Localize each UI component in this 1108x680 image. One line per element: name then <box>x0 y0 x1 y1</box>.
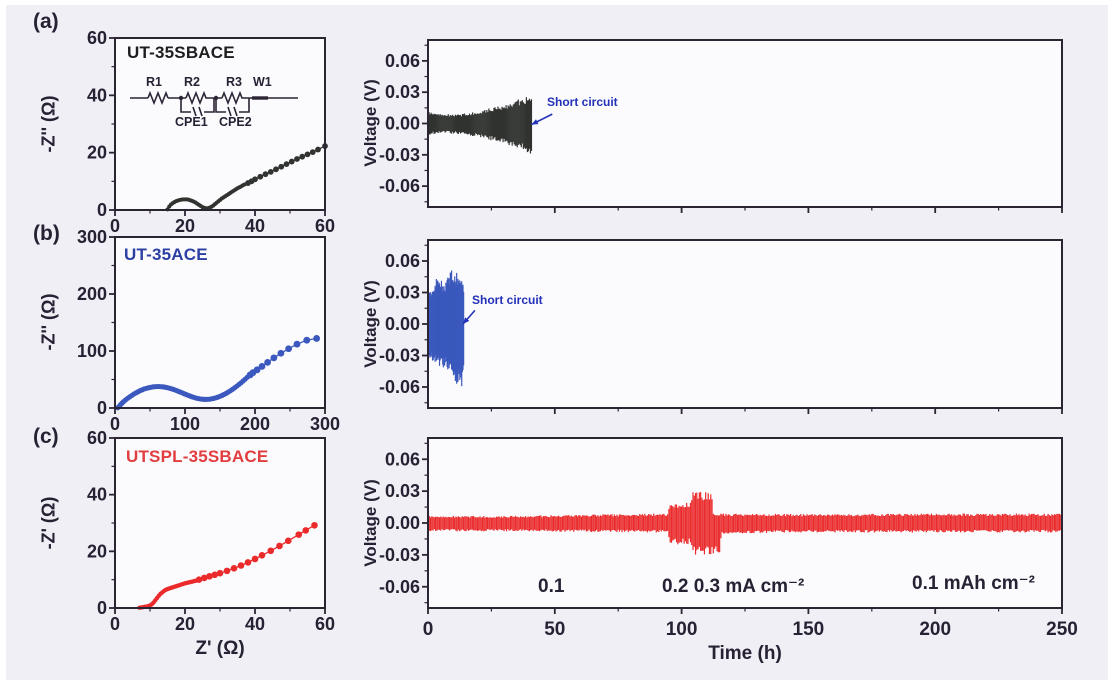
svg-text:20: 20 <box>87 143 107 163</box>
y-axis-label-nyquist-a: -Z'' (Ω) <box>38 95 59 153</box>
svg-text:60: 60 <box>315 216 335 236</box>
nyquist-plot-c: 0 20 40 60 0 20 40 60 <box>87 428 335 634</box>
svg-text:0: 0 <box>110 216 120 236</box>
svg-text:0.03: 0.03 <box>385 481 420 501</box>
svg-text:40: 40 <box>87 485 107 505</box>
voltage-plot-a: 0.06 0.03 0.00 -0.03 -0.06 <box>379 39 1063 213</box>
x-axis-label-time: Time (h) <box>708 643 782 664</box>
plot-title-b: UT-35ACE <box>124 245 208 264</box>
svg-text:60: 60 <box>87 428 107 448</box>
resistor-r3 <box>221 90 244 106</box>
x-axis-label-impedance: Z' (Ω) <box>195 638 245 659</box>
svg-text:-0.03: -0.03 <box>379 346 420 366</box>
svg-text:0.06: 0.06 <box>385 51 420 71</box>
plot-title-a: UT-35SBACE <box>127 43 235 62</box>
svg-text:0: 0 <box>110 614 120 634</box>
cpe2-branch <box>215 98 250 113</box>
svg-text:300: 300 <box>310 414 340 434</box>
nyquist-plot-a: 0 20 40 60 0 20 40 60 <box>87 28 335 236</box>
page-edge-left <box>0 0 6 680</box>
svg-text:0.03: 0.03 <box>385 82 420 102</box>
svg-text:150: 150 <box>793 619 825 640</box>
circuit-label-w1: W1 <box>253 75 272 89</box>
svg-text:0: 0 <box>423 619 434 640</box>
svg-text:-0.06: -0.06 <box>379 176 420 196</box>
svg-text:20: 20 <box>175 614 195 634</box>
circuit-label-r1: R1 <box>146 75 162 89</box>
circuit-label-r3: R3 <box>226 75 242 89</box>
y-axis-label-voltage-a: Voltage (V) <box>361 79 381 167</box>
svg-text:0.06: 0.06 <box>385 251 420 271</box>
svg-text:100: 100 <box>666 619 698 640</box>
svg-text:0: 0 <box>97 598 107 618</box>
panel-label-b: (b) <box>33 222 60 245</box>
svg-text:300: 300 <box>77 227 107 247</box>
svg-text:100: 100 <box>170 414 200 434</box>
panel-label-a: (a) <box>33 10 59 33</box>
circuit-label-cpe1: CPE1 <box>175 115 208 129</box>
svg-text:-0.06: -0.06 <box>379 377 420 397</box>
svg-text:0: 0 <box>110 414 120 434</box>
svg-text:200: 200 <box>919 619 951 640</box>
svg-text:40: 40 <box>87 85 107 105</box>
circuit-node <box>213 95 219 101</box>
svg-text:0.00: 0.00 <box>385 114 420 134</box>
y-axis-label-voltage-b: Voltage (V) <box>361 280 381 368</box>
equivalent-circuit-diagram <box>130 90 298 117</box>
y-axis-label-nyquist-c: -Z' (Ω) <box>38 496 59 550</box>
svg-text:40: 40 <box>245 216 265 236</box>
panel-label-c: (c) <box>33 425 59 448</box>
resistor-r2 <box>185 90 208 106</box>
resistor-r1 <box>147 90 169 106</box>
svg-text:20: 20 <box>87 541 107 561</box>
page-edge-top <box>0 0 1108 5</box>
voltage-plot-c: 0.06 0.03 0.00 -0.03 -0.06 0 50 100 150 200 250 <box>379 437 1078 640</box>
svg-text:-0.06: -0.06 <box>379 577 420 597</box>
svg-text:100: 100 <box>77 341 107 361</box>
circuit-node <box>178 95 184 101</box>
svg-text:0.06: 0.06 <box>385 449 420 469</box>
svg-text:250: 250 <box>1046 619 1078 640</box>
svg-text:0.00: 0.00 <box>385 314 420 334</box>
y-axis-label-nyquist-b: -Z'' (Ω) <box>38 293 59 351</box>
voltage-plot-b: 0.06 0.03 0.00 -0.03 -0.06 <box>379 239 1063 414</box>
cpe1-branch <box>180 98 215 113</box>
short-circuit-annotation-b: Short circuit <box>472 293 543 307</box>
svg-text:-0.03: -0.03 <box>379 145 420 165</box>
svg-text:60: 60 <box>87 28 107 48</box>
plot-title-c: UTSPL-35SBACE <box>126 447 269 466</box>
svg-text:200: 200 <box>77 284 107 304</box>
cpe2-symbol <box>227 106 238 117</box>
svg-text:40: 40 <box>245 614 265 634</box>
short-circuit-annotation-a: Short circuit <box>547 95 618 109</box>
nyquist-plot-b: 0 100 200 300 0 100 200 300 <box>77 227 340 434</box>
current-density-annotation-0203: 0.2 0.3 mA cm⁻² <box>662 576 805 597</box>
svg-text:0: 0 <box>97 398 107 418</box>
svg-text:0: 0 <box>97 200 107 220</box>
svg-text:0.03: 0.03 <box>385 283 420 303</box>
areal-capacity-annotation: 0.1 mAh cm⁻² <box>912 573 1036 594</box>
svg-text:50: 50 <box>544 619 565 640</box>
circuit-label-r2: R2 <box>184 75 200 89</box>
svg-text:20: 20 <box>175 216 195 236</box>
svg-text:-0.03: -0.03 <box>379 545 420 565</box>
y-axis-label-voltage-c: Voltage (V) <box>361 479 381 567</box>
svg-text:0.00: 0.00 <box>385 513 420 533</box>
cpe1-symbol <box>192 106 203 117</box>
svg-text:200: 200 <box>240 414 270 434</box>
current-density-annotation-01: 0.1 <box>538 576 565 597</box>
svg-text:60: 60 <box>315 614 335 634</box>
circuit-label-cpe2: CPE2 <box>219 115 252 129</box>
